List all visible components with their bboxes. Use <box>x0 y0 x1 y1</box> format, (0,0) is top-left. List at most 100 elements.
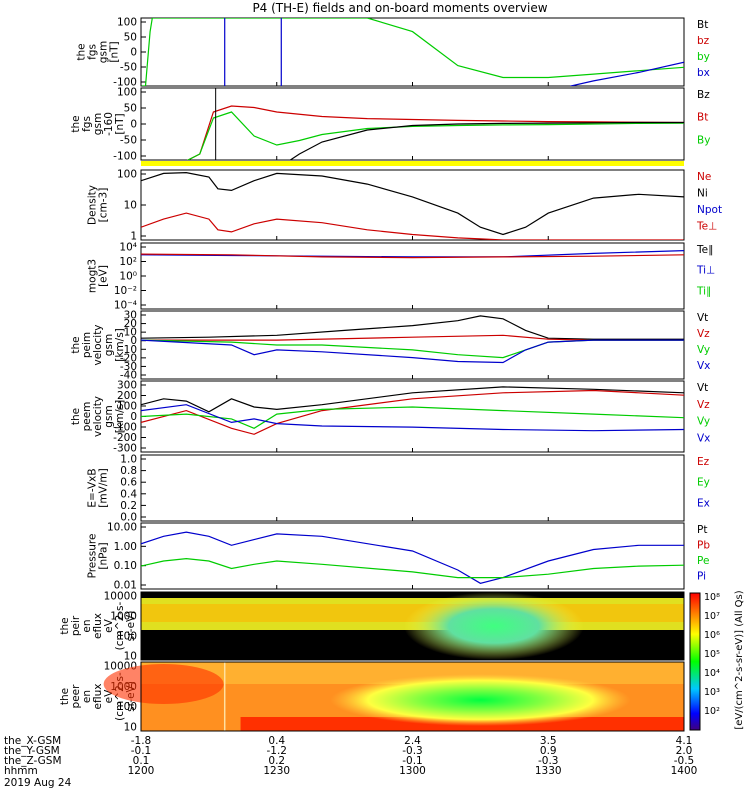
panel-frame <box>140 169 685 241</box>
x-row-value: -0.3 <box>538 755 559 767</box>
y-tick-label: 0 <box>130 47 137 59</box>
y-tick-label: 0.6 <box>120 477 137 489</box>
y-axis-label-line: (cm^2-s- <box>114 601 126 650</box>
legend-entry: Vt <box>697 382 708 394</box>
colorbar-tick-label: 10³ <box>704 687 720 698</box>
series-line-by <box>141 18 684 86</box>
x-row-value: 1300 <box>399 765 426 777</box>
series-group <box>186 105 684 160</box>
y-axis-label-line: en <box>81 690 93 703</box>
legend: Vt Vz Vy Vx <box>697 312 710 372</box>
panel-density: 100 10 1 Density[cm-3] Ne Ni Npot Te⊥ <box>87 169 723 243</box>
x-row-value: 2.4 <box>404 735 421 747</box>
y-axis-label-line: [nT] <box>114 113 126 134</box>
colorbar-tick-label: 10⁸ <box>704 592 720 603</box>
y-tick-label: 100 <box>117 169 137 181</box>
date-label: 2019 Aug 24 <box>4 777 72 789</box>
y-tick-label: 100 <box>117 401 137 413</box>
legend-entry: Pb <box>697 540 710 552</box>
y-axis-label-line: [cm-3] <box>98 188 110 223</box>
series-line-Vt <box>141 386 684 413</box>
y-tick-label: 50 <box>124 32 137 44</box>
y-axis-label-line: the <box>70 408 82 425</box>
legend-entry: Ex <box>697 497 710 509</box>
panel-frame <box>140 522 685 590</box>
y-axis-label-line: [eV] <box>98 265 110 287</box>
y-tick-label: 0.2 <box>120 500 137 512</box>
legend-entry: Ti⊥ <box>696 265 715 277</box>
y-tick-label: 1.0 <box>120 454 137 466</box>
y-tick-label: -200 <box>113 432 137 444</box>
legend-entry: bz <box>697 35 710 47</box>
y-axis-label: thepeemvelocitygsm[km/s] <box>70 396 126 437</box>
series-group <box>141 250 684 259</box>
legend-entry: Vx <box>697 360 710 372</box>
y-axis-label-line: E=-VxB <box>87 468 99 507</box>
y-axis-label-line: fgs <box>87 44 99 60</box>
series-line-Pe <box>141 557 684 579</box>
y-tick-label: -100 <box>113 422 137 434</box>
figure-title: P4 (TH-E) fields and on-board moments ov… <box>252 1 547 15</box>
y-axis-label-line: [nT] <box>109 41 121 62</box>
y-tick-label: 0.01 <box>114 580 137 592</box>
series-line-Pi <box>141 531 684 584</box>
legend-entry: Ni <box>697 188 708 200</box>
flag-bar <box>141 161 684 166</box>
y-tick-label: 10000 <box>104 591 137 603</box>
y-tick-label: 300 <box>117 380 137 392</box>
panel-frame <box>140 380 685 453</box>
y-tick-label: -300 <box>113 443 137 455</box>
y-axis-label: Density[cm-3] <box>87 185 110 225</box>
peir-blob <box>403 592 584 660</box>
x-row-value: 4.1 <box>676 735 693 747</box>
legend-entry: Bt <box>697 19 708 31</box>
series-line-bx <box>570 61 684 86</box>
y-axis-label-line: velocity <box>92 396 104 437</box>
y-tick-label: 0.8 <box>120 465 137 477</box>
y-axis-label-line: the <box>59 688 71 705</box>
x-row-value: -0.5 <box>674 755 695 767</box>
y-axis-label-line: the <box>76 43 88 60</box>
legend: Ez Ey Ex <box>697 456 710 509</box>
x-row-label: hhmm <box>4 765 38 777</box>
y-tick-label: 10⁻⁴ <box>114 300 137 312</box>
y-axis-label-line: the <box>59 617 71 634</box>
legend: Ne Ni Npot Te⊥ <box>696 171 722 233</box>
series-line-Te⊥ <box>141 253 684 259</box>
legend-entry: by <box>697 51 710 63</box>
legend-entry: By <box>697 134 710 146</box>
y-tick-label: 100 <box>117 87 137 99</box>
y-tick-label: -20 <box>120 352 137 364</box>
legend: Bt bz by bx <box>697 19 710 79</box>
peer-frame <box>140 661 685 732</box>
y-axis-label-line: peim <box>81 332 93 358</box>
y-tick-label: 0 <box>130 411 137 423</box>
y-tick-label: 10⁴ <box>119 242 137 254</box>
legend-entry: Vz <box>697 399 710 411</box>
y-axis-label-line: mogt3 <box>87 259 99 293</box>
y-axis-label: E=-VxB[mV/m] <box>87 468 110 507</box>
y-tick-label: 200 <box>117 390 137 402</box>
y-axis-label-line: gsm <box>92 113 104 135</box>
legend-entry: Bz <box>697 89 710 101</box>
legend-entry: Ez <box>697 456 710 468</box>
x-row-value: 3.5 <box>540 735 557 747</box>
y-tick-label: 0 <box>130 119 137 131</box>
series-line-Vy <box>141 406 684 429</box>
y-axis-label-line: [mV/m] <box>98 468 110 507</box>
legend-entry: Te⊥ <box>696 221 717 233</box>
y-axis-label: mogt3[eV] <box>87 259 110 293</box>
legend-entry: Vy <box>697 416 710 428</box>
y-axis-label-line: Pressure <box>87 534 99 579</box>
colorbar-tick-label: 10⁴ <box>704 668 720 679</box>
y-axis-label: thefgsgsm-160[nT] <box>70 112 126 136</box>
panel-fgs-dsl: 100 50 0 -50 -100 thefgsgsm-160[nT] Bz Bt By <box>70 87 710 163</box>
series-line-Bz <box>289 121 684 160</box>
legend-entry: Vt <box>697 312 708 324</box>
series-line-By <box>186 111 684 160</box>
y-axis-label-line: -160 <box>103 112 115 136</box>
y-tick-label: 50 <box>124 103 137 115</box>
y-tick-label: 10.00 <box>107 522 137 534</box>
